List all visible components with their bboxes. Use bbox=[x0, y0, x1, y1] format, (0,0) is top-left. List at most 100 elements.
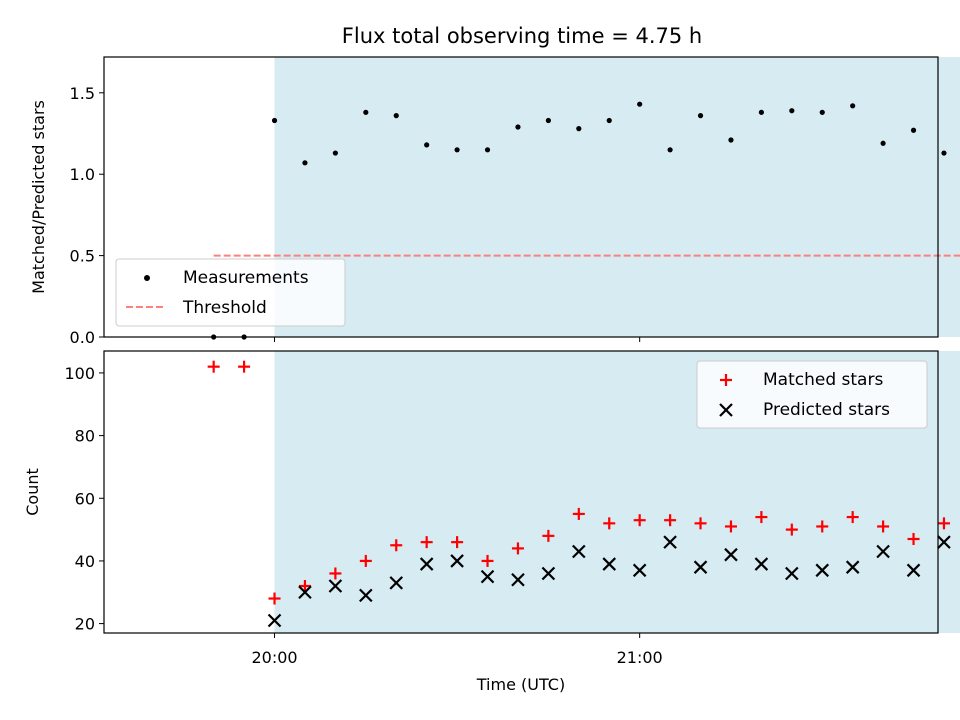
bottom-legend: Matched stars Predicted stars bbox=[696, 360, 928, 429]
matched-star-point bbox=[877, 520, 890, 533]
matched-star-point bbox=[451, 536, 464, 549]
matched-star-point bbox=[603, 517, 616, 530]
measurement-point bbox=[363, 109, 369, 115]
matched-star-point bbox=[907, 533, 920, 545]
x-axis-label: Time (UTC) bbox=[476, 675, 565, 694]
y-tick-label: 0.5 bbox=[70, 247, 95, 266]
matched-star-point bbox=[542, 529, 555, 542]
predicted-star-point bbox=[937, 535, 951, 549]
matched-star-point bbox=[694, 517, 707, 530]
measurement-point bbox=[850, 103, 856, 109]
predicted-star-point bbox=[450, 554, 464, 568]
predicted-star-point bbox=[572, 544, 586, 559]
predicted-star-point bbox=[845, 560, 860, 574]
legend-predicted-marker bbox=[719, 403, 733, 417]
predicted-star-point bbox=[724, 547, 738, 562]
matched-star-point bbox=[633, 514, 646, 527]
measurement-point bbox=[789, 108, 795, 114]
predicted-star-point bbox=[541, 566, 556, 581]
measurement-point bbox=[424, 142, 430, 148]
top-ylabel: Matched/Predicted stars bbox=[29, 100, 48, 294]
matched-star-point bbox=[207, 360, 220, 373]
y-tick-label: 100 bbox=[64, 364, 95, 383]
measurement-point bbox=[454, 147, 460, 153]
predicted-star-point bbox=[632, 563, 647, 578]
predicted-star-point bbox=[906, 563, 921, 578]
legend-threshold-label: Threshold bbox=[182, 298, 267, 318]
matched-star-point bbox=[268, 592, 281, 605]
measurement-point bbox=[545, 117, 551, 124]
top-axes: 0.0 0.5 1.0 1.5 Matched/Predicted stars bbox=[29, 56, 960, 347]
measurement-point bbox=[637, 101, 643, 107]
matched-star-point bbox=[724, 520, 737, 533]
predicted-star-point bbox=[267, 613, 282, 628]
x-tick-label: 20:00 bbox=[251, 648, 297, 667]
y-tick-label: 80 bbox=[75, 427, 95, 446]
measurement-point bbox=[728, 137, 734, 143]
y-tick-label: 0.0 bbox=[70, 328, 95, 347]
top-legend-box bbox=[115, 258, 346, 327]
predicted-star-point bbox=[359, 588, 373, 603]
matched-star-point bbox=[420, 536, 433, 549]
predicted-star-point bbox=[328, 579, 343, 593]
predicted-star-point bbox=[754, 557, 769, 571]
predicted-star-point bbox=[663, 535, 677, 549]
measurement-point bbox=[302, 160, 308, 166]
predicted-star-point bbox=[815, 563, 830, 578]
measurement-point bbox=[393, 113, 399, 119]
measurement-point bbox=[941, 150, 947, 156]
measurement-point bbox=[271, 117, 278, 124]
predicted-star-point bbox=[785, 566, 799, 581]
matched-star-point bbox=[511, 542, 524, 555]
measurement-point bbox=[697, 113, 704, 119]
predicted-star-point bbox=[298, 585, 312, 600]
bottom-axes-frame bbox=[103, 350, 939, 634]
x-tick-label: 21:00 bbox=[617, 648, 663, 667]
measurement-point bbox=[484, 147, 491, 153]
top-axes-frame bbox=[103, 56, 939, 338]
matched-star-point bbox=[846, 511, 859, 524]
measurement-point bbox=[515, 124, 521, 130]
matched-star-point bbox=[755, 511, 768, 524]
measurement-point bbox=[880, 140, 886, 146]
matched-star-point bbox=[937, 517, 950, 530]
measurement-point bbox=[910, 127, 917, 133]
bottom-ylabel: Count bbox=[23, 468, 42, 516]
matched-star-point bbox=[359, 554, 372, 567]
matched-star-point bbox=[238, 360, 251, 373]
matched-star-point bbox=[572, 507, 585, 520]
predicted-star-point bbox=[876, 544, 890, 559]
matched-star-point bbox=[664, 514, 677, 527]
y-tick-label: 1.5 bbox=[70, 84, 95, 103]
measurement-point bbox=[758, 109, 764, 115]
predicted-star-point bbox=[511, 572, 525, 587]
legend-measurements-label: Measurements bbox=[183, 268, 309, 288]
measurement-point bbox=[667, 147, 673, 153]
top-legend: Measurements Threshold bbox=[115, 258, 346, 327]
y-tick-label: 40 bbox=[75, 552, 95, 571]
matched-star-point bbox=[298, 580, 311, 592]
observing-window-top bbox=[274, 57, 960, 337]
measurement-point bbox=[606, 117, 612, 124]
predicted-star-point bbox=[480, 569, 495, 584]
y-tick-label: 1.0 bbox=[70, 165, 95, 184]
matched-star-point bbox=[481, 554, 494, 567]
measurement-point bbox=[576, 126, 582, 132]
matched-star-point bbox=[785, 523, 798, 536]
matched-star-point bbox=[816, 520, 829, 533]
predicted-star-point bbox=[419, 557, 434, 571]
matched-star-point bbox=[390, 539, 403, 552]
predicted-star-point bbox=[693, 560, 708, 574]
legend-matched-label: Matched stars bbox=[763, 370, 883, 390]
bottom-legend-box bbox=[696, 360, 928, 429]
measurement-point bbox=[819, 109, 825, 115]
predicted-star-point bbox=[389, 576, 404, 590]
legend-predicted-label: Predicted stars bbox=[763, 400, 890, 420]
y-tick-label: 60 bbox=[75, 489, 95, 508]
chart-title: Flux total observing time = 4.75 h bbox=[342, 24, 702, 48]
measurement-point bbox=[332, 150, 338, 156]
legend-measurements-marker bbox=[144, 275, 150, 281]
legend-matched-marker bbox=[720, 374, 732, 386]
predicted-star-point bbox=[602, 557, 617, 571]
